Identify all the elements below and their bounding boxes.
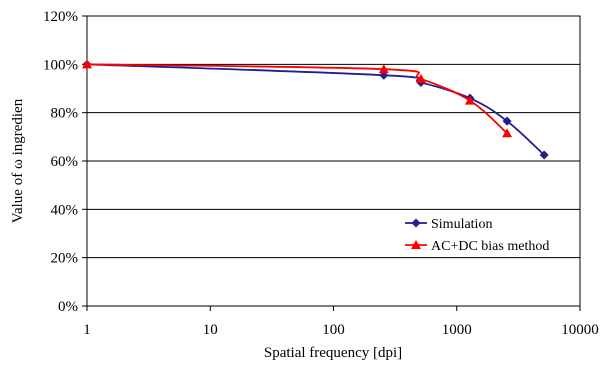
x-tick-label: 1 bbox=[83, 322, 91, 338]
y-tick-label: 120% bbox=[43, 9, 78, 25]
y-axis-title: Value of ω ingredien bbox=[10, 98, 26, 223]
legend-item: AC+DC bias method bbox=[405, 239, 549, 254]
data-point bbox=[502, 116, 512, 126]
y-tick-label: 0% bbox=[58, 299, 78, 315]
legend-item: Simulation bbox=[405, 217, 492, 232]
data-point bbox=[415, 73, 426, 83]
data-point bbox=[378, 64, 389, 74]
legend-label: Simulation bbox=[431, 217, 492, 232]
legend: Simulation AC+DC bias method bbox=[405, 217, 549, 254]
y-axis-ticks: 0% 20% 40% 60% 80% 100% 120% bbox=[43, 9, 87, 315]
x-tick-label: 10000 bbox=[561, 322, 599, 338]
data-point bbox=[502, 128, 513, 138]
gridlines bbox=[87, 63, 580, 259]
legend-swatch-marker bbox=[411, 240, 421, 249]
x-axis-ticks: 1 10 100 1000 10000 bbox=[83, 306, 599, 338]
y-tick-label: 20% bbox=[51, 251, 79, 267]
y-tick-label: 40% bbox=[51, 202, 79, 218]
y-tick-label: 100% bbox=[43, 57, 78, 73]
x-tick-label: 100 bbox=[322, 322, 345, 338]
data-point bbox=[464, 95, 475, 105]
series-ac-dc-bias-method bbox=[82, 59, 513, 138]
x-tick-label: 10 bbox=[203, 322, 218, 338]
y-tick-label: 80% bbox=[51, 106, 79, 122]
x-tick-label: 1000 bbox=[442, 322, 472, 338]
data-point bbox=[82, 59, 92, 69]
legend-swatch-marker bbox=[411, 218, 421, 228]
data-point bbox=[539, 150, 549, 160]
x-axis-title: Spatial frequency [dpi] bbox=[264, 345, 402, 361]
series-group bbox=[82, 59, 549, 160]
legend-label: AC+DC bias method bbox=[431, 239, 549, 254]
y-tick-label: 60% bbox=[51, 154, 79, 170]
